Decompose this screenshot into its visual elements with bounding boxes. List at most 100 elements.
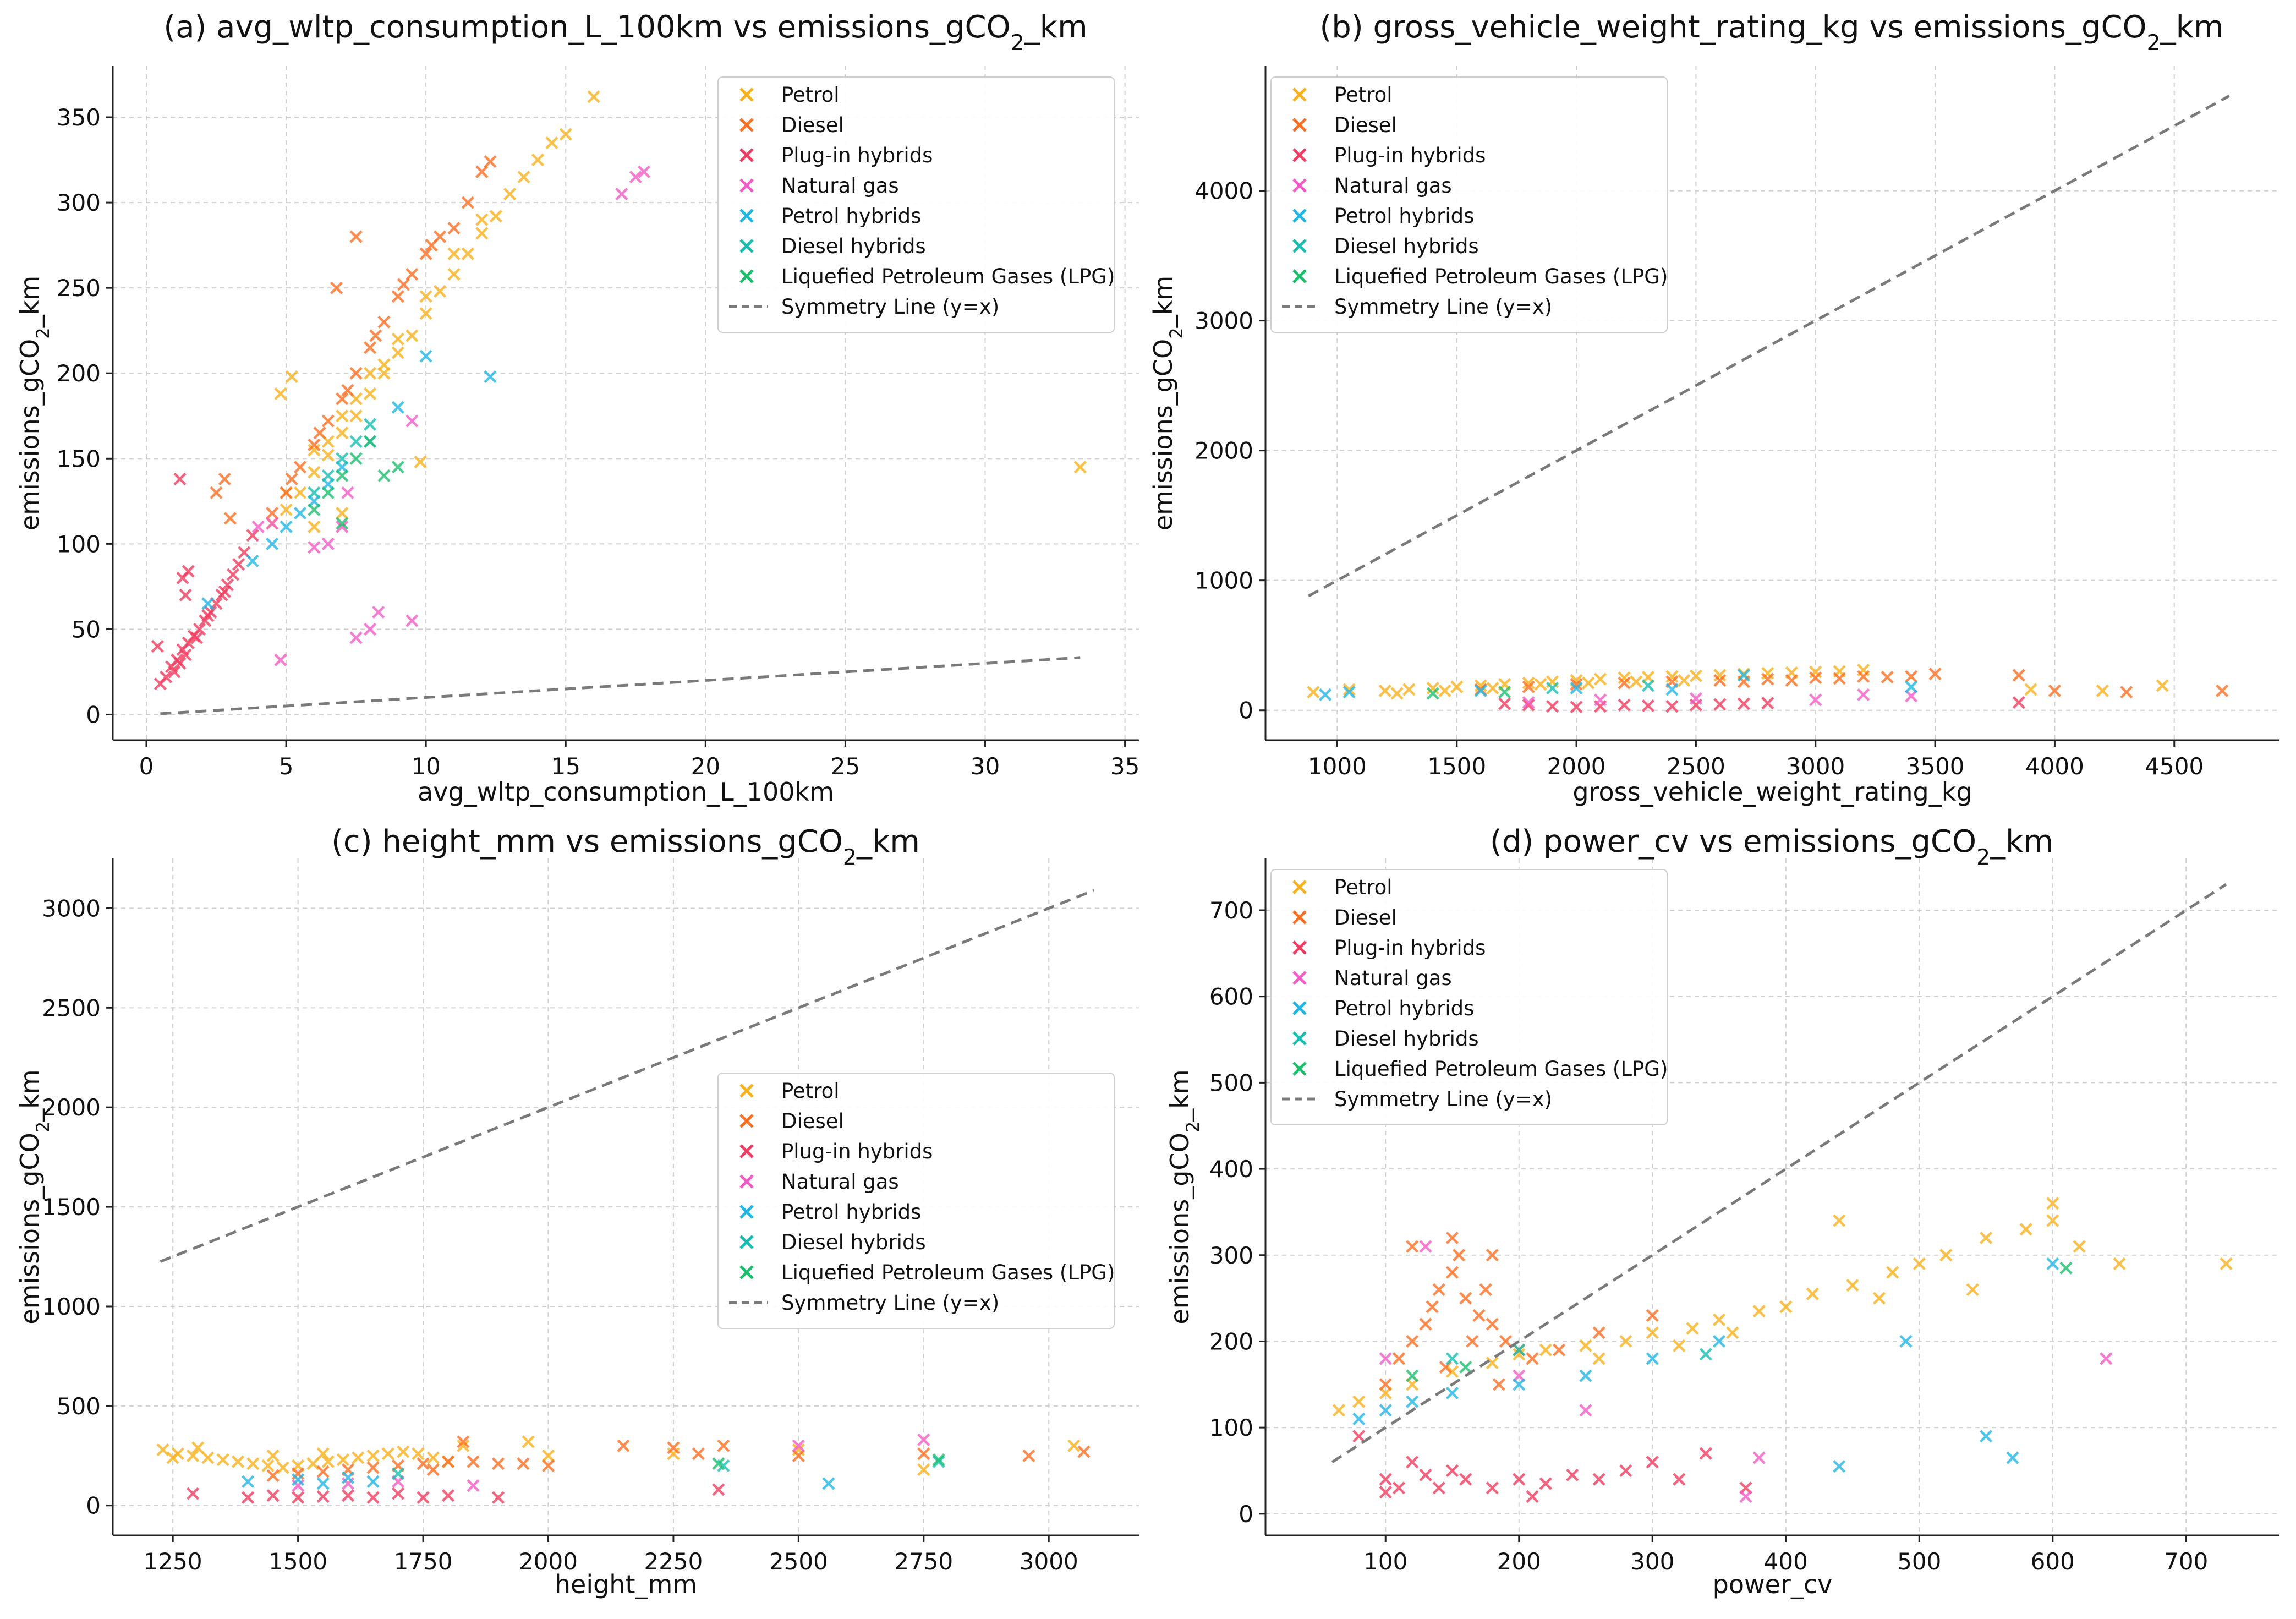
data-point [159, 670, 173, 683]
data-point [629, 170, 642, 184]
legend-label: Diesel [781, 1109, 844, 1133]
data-point [274, 653, 287, 666]
series-petrol [156, 1435, 1081, 1476]
legend-label: Diesel [781, 113, 844, 137]
data-point [246, 529, 259, 542]
legend-label: Natural gas [1334, 966, 1452, 990]
x-tick-label: 25 [831, 753, 860, 780]
symmetry-line [160, 656, 1081, 715]
data-point [1319, 688, 1332, 701]
series-plug-in-hybrids [1352, 1430, 1752, 1503]
data-point [1486, 1317, 1499, 1331]
data-point [1459, 1360, 1472, 1374]
data-point [792, 1439, 805, 1452]
y-tick-label: 2000 [1194, 437, 1253, 464]
series-plug-in-hybrids [1498, 696, 2025, 714]
series-petrol [1307, 663, 2169, 700]
data-point [1739, 1490, 1752, 1503]
x-tick-label: 500 [1897, 1548, 1941, 1575]
legend-marker [739, 1265, 754, 1279]
data-point [1390, 687, 1404, 700]
data-point [1472, 1309, 1486, 1322]
data-point [1592, 1352, 1605, 1365]
data-point [336, 452, 349, 465]
data-point [1546, 700, 1559, 713]
data-point [1342, 683, 1356, 696]
x-tick-label: 10 [411, 753, 440, 780]
subplot-b: 1000 1500 2000 2500 3000 3500 4000 4500 0 1000 200… [1148, 9, 2279, 807]
data-point [321, 537, 335, 550]
data-point [1665, 700, 1679, 713]
data-point [377, 315, 391, 329]
data-point [266, 517, 279, 530]
data-point [475, 227, 489, 240]
data-point [336, 520, 349, 533]
x-tick-label: 5 [279, 753, 294, 780]
legend-label: Liquefied Petroleum Gases (LPG) [1334, 1057, 1668, 1081]
data-point [1779, 1300, 1793, 1314]
data-point [313, 426, 326, 440]
legend-label: Symmetry Line (y=x) [781, 1291, 999, 1315]
data-point [1406, 1369, 1419, 1382]
data-point [321, 1455, 335, 1468]
series-liquefied-petroleum-gases-lpg- [1406, 1261, 2073, 1382]
legend-label: Petrol hybrids [781, 1200, 921, 1224]
data-point [2216, 684, 2229, 697]
data-point [467, 1455, 480, 1468]
data-point [1726, 1326, 1739, 1339]
data-point [308, 540, 321, 554]
data-point [1619, 1334, 1632, 1348]
data-point [274, 387, 287, 401]
series-petrol [1332, 1197, 2233, 1417]
data-point [1426, 1300, 1439, 1314]
data-point [457, 1439, 470, 1452]
data-point [186, 1487, 200, 1500]
data-point [186, 1449, 200, 1462]
series-natural-gas [251, 165, 651, 666]
series-diesel-hybrids [1445, 1343, 1712, 1365]
data-point [1737, 697, 1750, 710]
legend-frame [717, 76, 1115, 333]
data-point [336, 506, 349, 520]
data-point [1022, 1449, 1035, 1462]
legend-label: Diesel hybrids [781, 1230, 926, 1254]
data-point [308, 503, 321, 516]
data-point [377, 469, 391, 482]
data-point [1712, 1334, 1726, 1348]
y-tick-label: 100 [57, 530, 101, 557]
data-point [1646, 1352, 1659, 1365]
data-point [1459, 1292, 1472, 1305]
data-point [1905, 670, 1918, 683]
y-tick-label: 3000 [42, 895, 101, 922]
data-point [1872, 1292, 1886, 1305]
data-point [173, 657, 187, 670]
series-diesel-hybrids [308, 418, 377, 499]
data-point [397, 278, 410, 291]
data-point [173, 472, 187, 486]
data-point [1419, 1317, 1432, 1331]
data-point [406, 267, 419, 281]
data-point [475, 213, 489, 226]
legend-marker [1292, 940, 1307, 955]
data-point [1686, 1322, 1699, 1335]
data-point [321, 469, 335, 482]
data-point [2096, 684, 2109, 697]
data-point [285, 472, 298, 486]
data-point [1913, 1257, 1926, 1271]
data-point [266, 537, 279, 550]
y-tick-label: 2000 [42, 1094, 101, 1121]
legend-label: Petrol [781, 83, 840, 107]
symmetry-line [160, 889, 1095, 1263]
data-point [1332, 1404, 1345, 1417]
x-tick-label: 0 [139, 753, 154, 780]
subplot-c: 1250 1500 1750 2000 2250 2500 2750 3000 0 500 1000… [15, 824, 1139, 1599]
data-point [1499, 1334, 1513, 1348]
data-point [1513, 1348, 1526, 1361]
data-point [1379, 1473, 1392, 1486]
data-point [179, 588, 192, 601]
data-point [1534, 677, 1547, 691]
legend-label: Petrol [1334, 83, 1393, 107]
y-tick-label: 500 [1209, 1069, 1253, 1096]
data-point [1539, 1477, 1552, 1490]
